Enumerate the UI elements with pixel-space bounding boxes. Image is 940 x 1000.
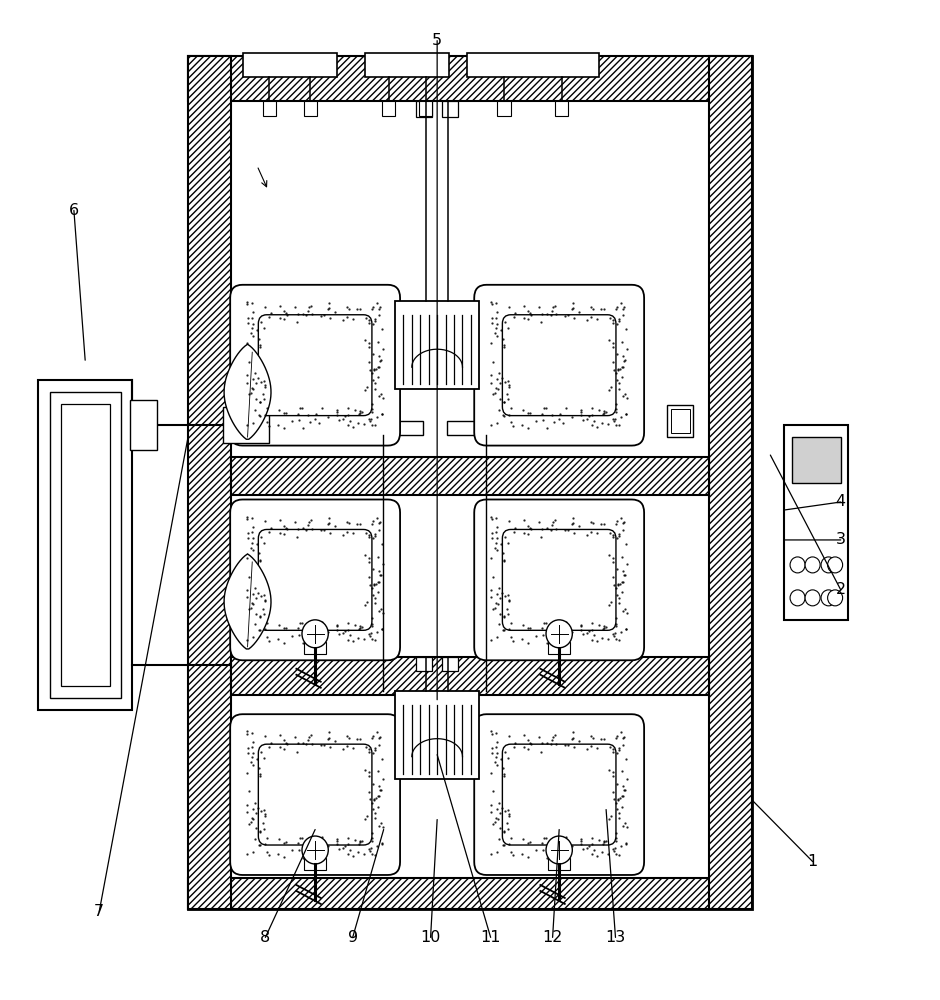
Text: 2: 2 (836, 582, 846, 597)
Bar (671, 409, 690, 433)
Circle shape (821, 557, 836, 573)
Text: 1: 1 (807, 854, 818, 869)
Bar (446, 421, 526, 435)
Bar (442, 657, 458, 671)
Text: 7: 7 (94, 904, 104, 919)
Bar (548, 858, 571, 870)
Bar (230, 657, 710, 695)
Polygon shape (224, 344, 271, 439)
Bar (416, 101, 432, 117)
Circle shape (821, 590, 836, 606)
Bar (556, 101, 569, 116)
Circle shape (827, 557, 842, 573)
Bar (416, 657, 432, 671)
Bar (131, 400, 156, 450)
Text: 8: 8 (260, 930, 271, 945)
FancyBboxPatch shape (474, 714, 644, 875)
Bar (550, 421, 630, 435)
Text: 4: 4 (836, 494, 846, 509)
FancyBboxPatch shape (230, 714, 400, 875)
Text: 10: 10 (420, 930, 441, 945)
Bar (223, 407, 269, 443)
Bar (419, 101, 432, 116)
Circle shape (805, 590, 820, 606)
Circle shape (302, 836, 328, 864)
Bar (395, 691, 479, 779)
Bar (395, 301, 479, 389)
Bar (304, 642, 326, 654)
Bar (61, 404, 110, 686)
FancyBboxPatch shape (258, 529, 372, 630)
Circle shape (546, 836, 572, 864)
Bar (791, 437, 840, 483)
FancyBboxPatch shape (474, 285, 644, 446)
Bar (667, 405, 694, 437)
Bar (710, 56, 752, 909)
Bar (785, 425, 848, 620)
Bar (188, 56, 752, 101)
Text: 5: 5 (432, 33, 442, 48)
Bar (304, 858, 326, 870)
Bar (467, 53, 599, 77)
FancyBboxPatch shape (230, 500, 400, 660)
Bar (188, 878, 752, 909)
Bar (365, 53, 449, 77)
Text: 6: 6 (69, 203, 79, 218)
Polygon shape (224, 554, 271, 649)
Bar (497, 101, 510, 116)
Circle shape (790, 590, 805, 606)
Bar (243, 53, 337, 77)
Text: 3: 3 (836, 532, 846, 547)
Bar (240, 421, 320, 435)
Bar (442, 101, 458, 117)
Circle shape (790, 557, 805, 573)
FancyBboxPatch shape (474, 500, 644, 660)
Bar (188, 56, 230, 909)
Text: 9: 9 (348, 930, 358, 945)
Circle shape (546, 620, 572, 648)
Bar (230, 457, 710, 495)
Text: 12: 12 (542, 930, 563, 945)
Bar (188, 56, 752, 909)
FancyBboxPatch shape (258, 744, 372, 845)
Bar (262, 101, 275, 116)
FancyBboxPatch shape (230, 285, 400, 446)
FancyBboxPatch shape (502, 529, 616, 630)
Bar (343, 421, 423, 435)
Circle shape (805, 557, 820, 573)
Bar (39, 380, 133, 710)
FancyBboxPatch shape (502, 315, 616, 416)
FancyBboxPatch shape (258, 315, 372, 416)
Bar (548, 642, 571, 654)
Text: 13: 13 (605, 930, 626, 945)
FancyBboxPatch shape (502, 744, 616, 845)
Text: 11: 11 (480, 930, 501, 945)
Bar (304, 101, 317, 116)
Bar (382, 101, 395, 116)
Circle shape (302, 620, 328, 648)
Bar (50, 392, 121, 698)
Circle shape (827, 590, 842, 606)
